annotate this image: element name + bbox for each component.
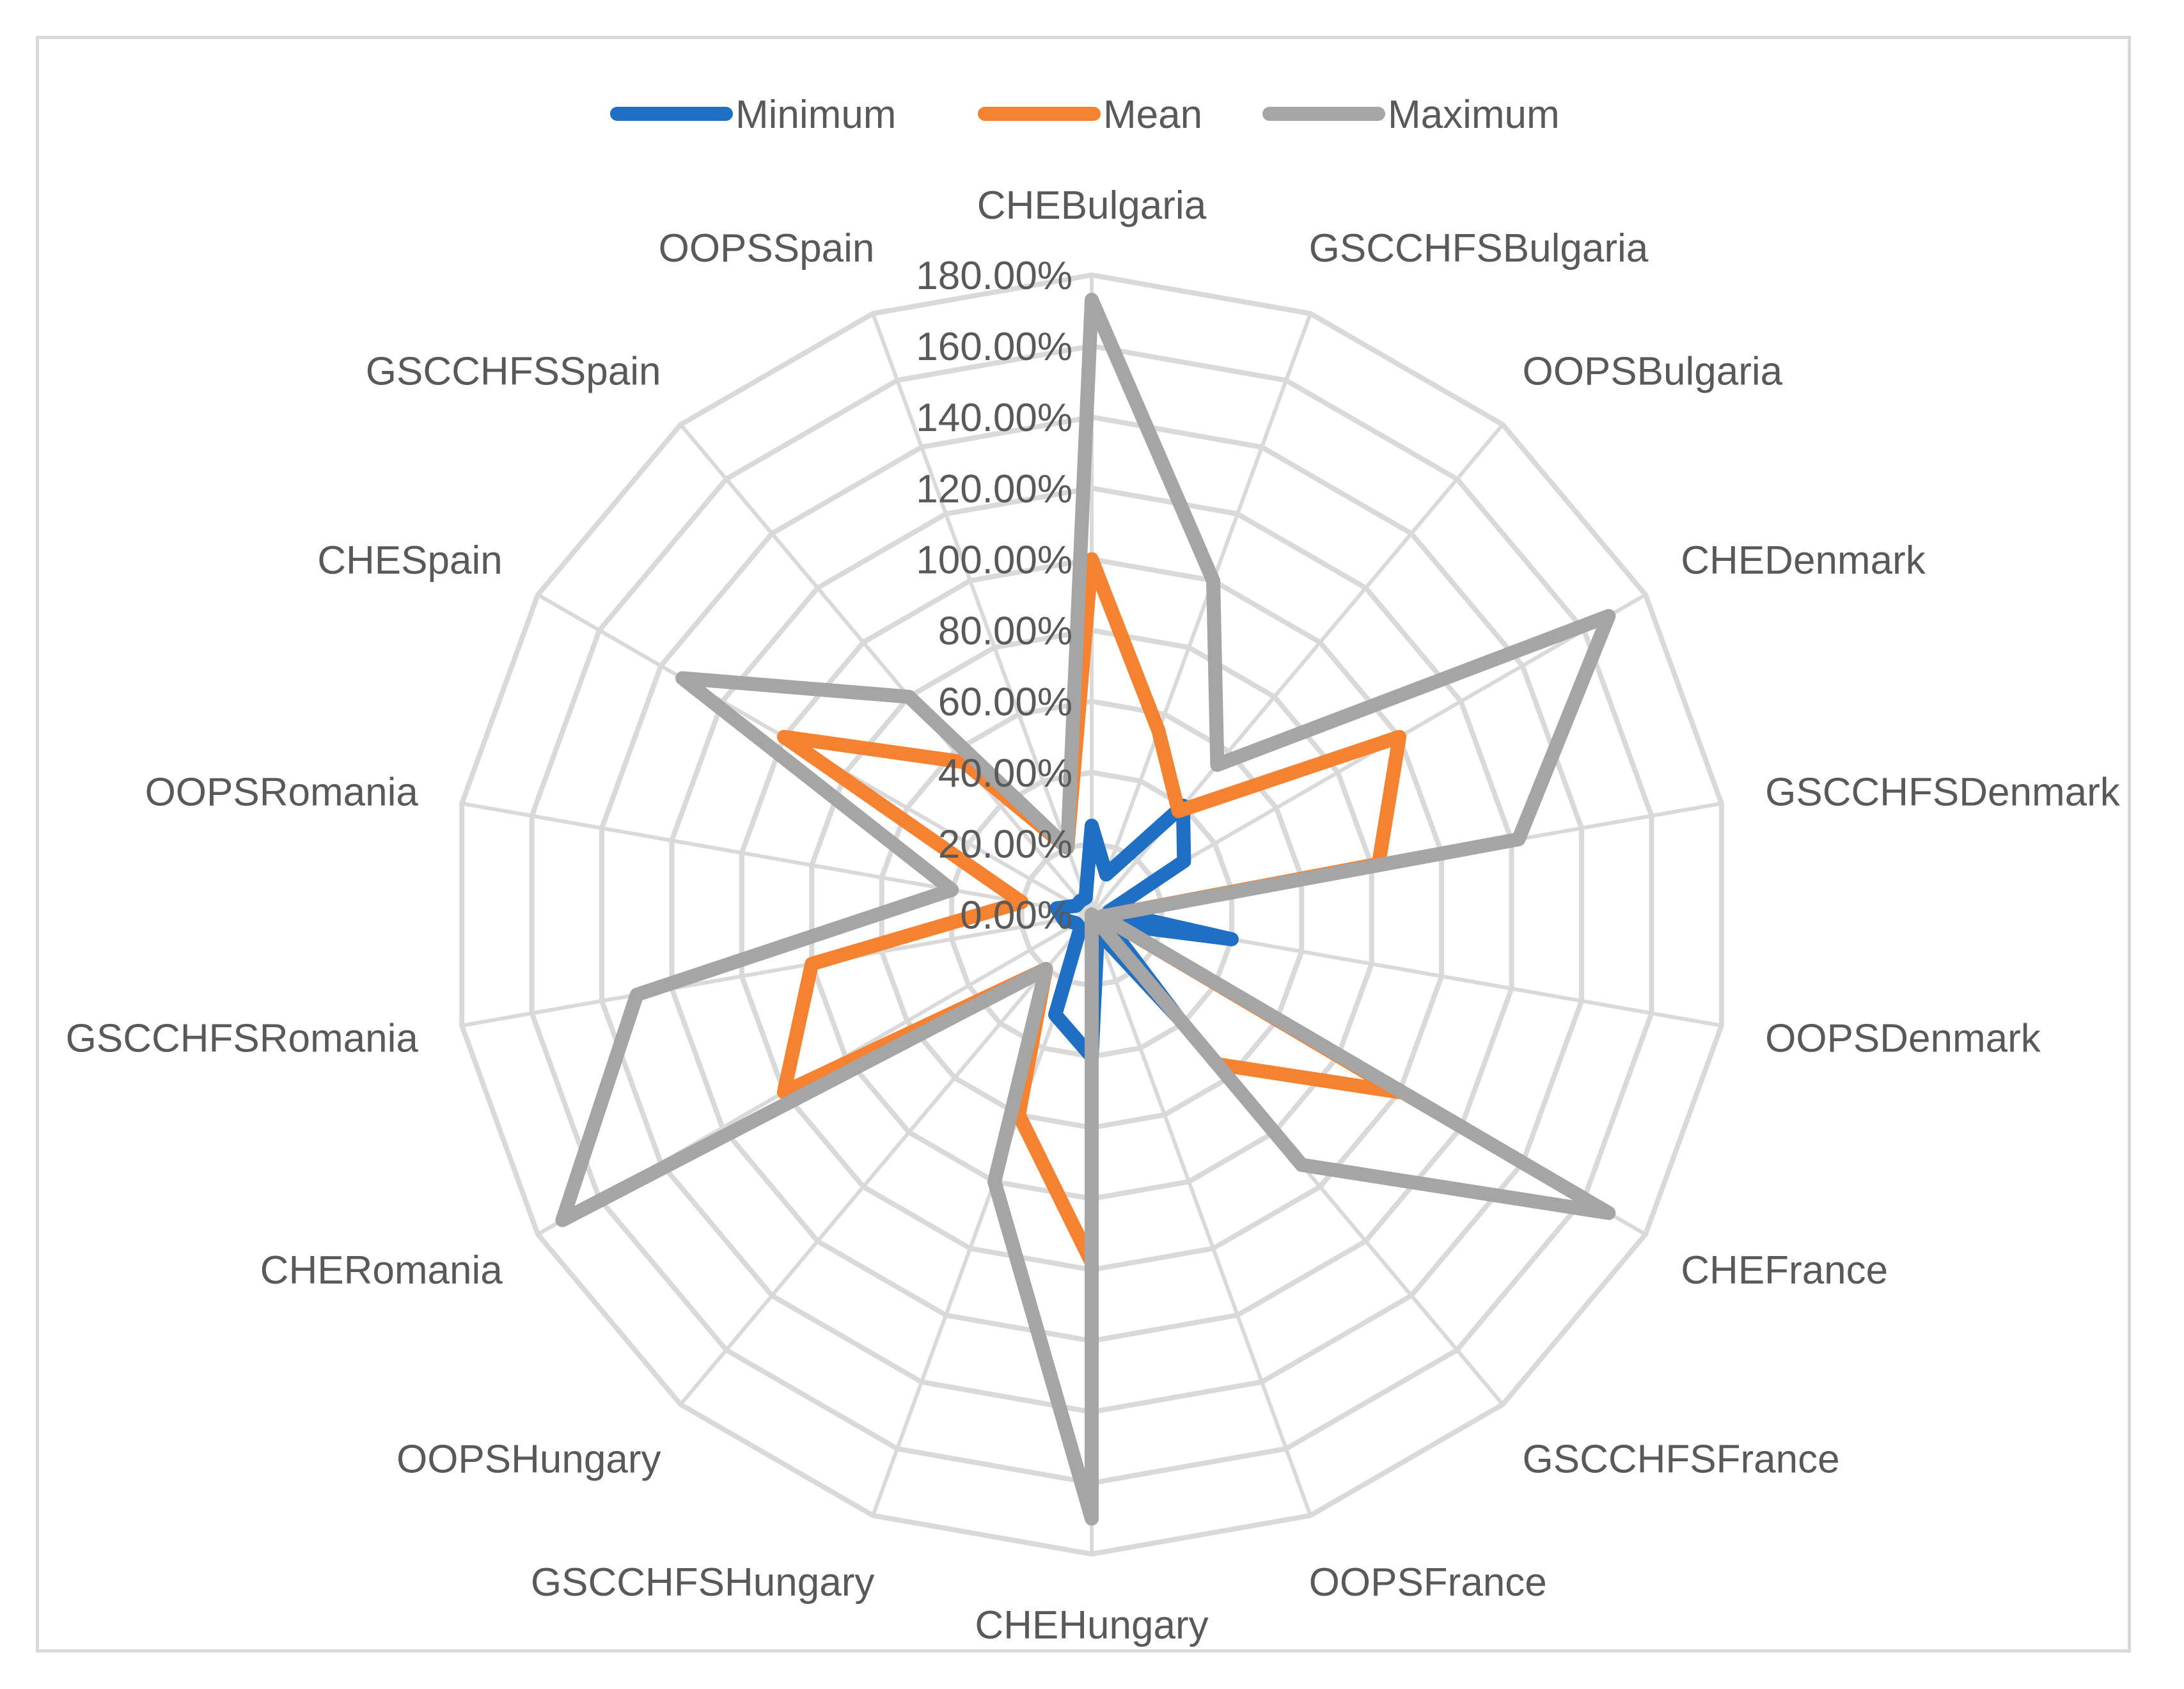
- legend: Minimum Mean Maximum: [610, 93, 1560, 137]
- category-label: CHEHungary: [975, 1603, 1208, 1647]
- category-label: OOPSBulgaria: [1522, 350, 1782, 394]
- legend-label: Minimum: [735, 93, 896, 137]
- tick-label: 60.00%: [938, 680, 1072, 725]
- tick-label: 180.00%: [916, 254, 1072, 298]
- tick-label: 160.00%: [916, 325, 1072, 369]
- category-label: GSCCHFSHungary: [531, 1560, 874, 1605]
- category-label: CHEBulgaria: [977, 184, 1207, 228]
- legend-label: Maximum: [1388, 93, 1560, 137]
- category-labels: CHEBulgaria GSCCHFSBulgaria OOPSBulgaria CH…: [66, 184, 2121, 1647]
- tick-label: 140.00%: [916, 396, 1072, 440]
- radial-tick-labels: 0.00% 20.00% 40.00% 60.00% 80.00% 100.00% 120.…: [916, 254, 1072, 938]
- tick-label: 0.00%: [960, 893, 1072, 938]
- tick-label: 40.00%: [938, 751, 1072, 796]
- category-label: GSCCHFSFrance: [1522, 1437, 1839, 1481]
- category-label: GSCCHFSSpain: [366, 350, 661, 394]
- series-maximum: [555, 292, 1616, 1526]
- category-label: CHESpain: [317, 538, 502, 583]
- category-label: CHEDenmark: [1681, 538, 1926, 583]
- category-label: GSCCHFSBulgaria: [1309, 226, 1649, 271]
- legend-label: Mean: [1103, 93, 1202, 137]
- category-label: OOPSFrance: [1309, 1560, 1547, 1605]
- category-label: CHEFrance: [1681, 1248, 1888, 1292]
- category-label: OOPSSpain: [659, 226, 875, 271]
- category-label: OOPSDenmark: [1765, 1017, 2041, 1061]
- category-label: GSCCHFSRomania: [66, 1017, 419, 1061]
- grid-spoke: [679, 913, 1094, 1406]
- grid-spoke: [1090, 913, 1312, 1516]
- category-label: OOPSHungary: [397, 1437, 661, 1481]
- tick-label: 20.00%: [938, 822, 1072, 867]
- tick-label: 100.00%: [916, 538, 1072, 582]
- radar-series: [555, 292, 1616, 1526]
- grid-spoke: [461, 801, 1092, 916]
- category-label: OOPSRomania: [145, 770, 419, 814]
- grid-spoke: [1090, 313, 1312, 916]
- tick-label: 120.00%: [916, 467, 1072, 511]
- tick-label: 80.00%: [938, 609, 1072, 654]
- grid-spoke: [461, 913, 1092, 1028]
- category-label: CHERomania: [260, 1248, 503, 1292]
- category-label: GSCCHFSDenmark: [1765, 770, 2121, 814]
- grid-spoke: [871, 313, 1094, 916]
- grid-spoke: [679, 423, 1094, 916]
